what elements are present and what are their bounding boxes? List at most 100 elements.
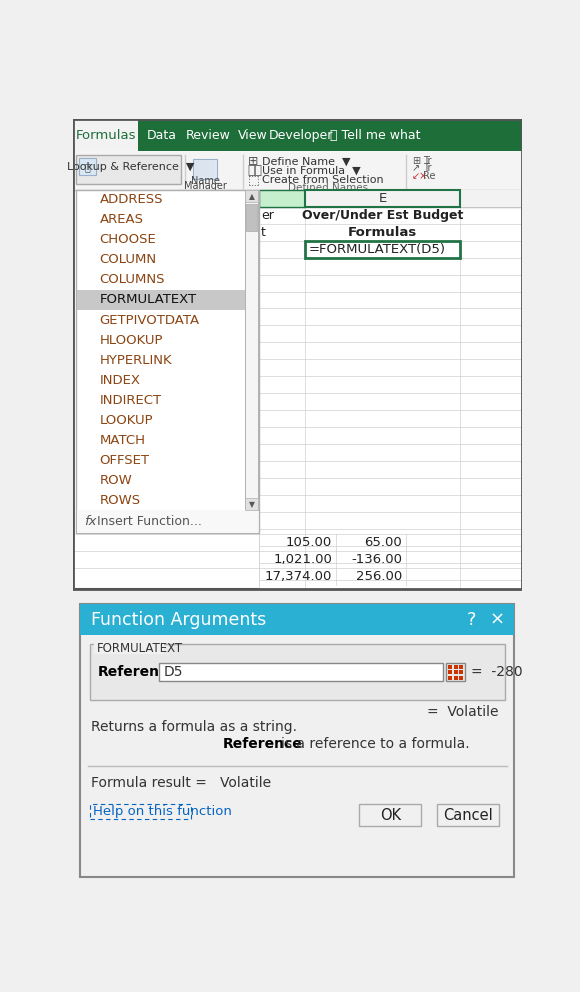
Text: ⬚: ⬚ bbox=[248, 174, 259, 186]
Text: Cancel: Cancel bbox=[443, 807, 492, 822]
Text: HYPERLINK: HYPERLINK bbox=[100, 353, 172, 367]
Text: Tr: Tr bbox=[423, 156, 432, 166]
Text: ROWS: ROWS bbox=[100, 494, 141, 507]
Text: Manager: Manager bbox=[184, 181, 226, 191]
Bar bbox=[245, 498, 258, 510]
Text: ↗: ↗ bbox=[412, 164, 420, 174]
Text: Use in Formula  ▼: Use in Formula ▼ bbox=[262, 166, 360, 176]
Bar bbox=[454, 665, 458, 669]
Bar bbox=[246, 203, 257, 231]
Text: Create from Selection: Create from Selection bbox=[262, 175, 383, 185]
Bar bbox=[77, 155, 181, 185]
Text: =FORMULATEXT(D5): =FORMULATEXT(D5) bbox=[309, 243, 446, 256]
Text: Insert Function...: Insert Function... bbox=[96, 515, 201, 529]
Text: -136.00: -136.00 bbox=[351, 553, 402, 566]
Bar bbox=[259, 189, 522, 588]
Bar bbox=[193, 159, 218, 180]
Bar bbox=[80, 604, 514, 635]
Text: ?: ? bbox=[467, 610, 476, 629]
Bar bbox=[305, 189, 460, 206]
Text: t: t bbox=[261, 226, 266, 239]
Text: Tr: Tr bbox=[423, 164, 432, 174]
Text: ×: × bbox=[490, 610, 505, 629]
Text: Developer: Developer bbox=[269, 129, 334, 142]
Bar bbox=[437, 805, 499, 826]
Text: E: E bbox=[378, 191, 387, 205]
Bar bbox=[72, 119, 522, 152]
Text: OFFSET: OFFSET bbox=[100, 453, 150, 466]
Text: ▲: ▲ bbox=[249, 191, 255, 200]
Text: 1,021.00: 1,021.00 bbox=[273, 553, 332, 566]
Text: LOOKUP: LOOKUP bbox=[100, 414, 153, 427]
Text: HLOOKUP: HLOOKUP bbox=[100, 333, 163, 346]
Bar bbox=[80, 604, 514, 878]
Text: Reference: Reference bbox=[97, 665, 177, 679]
Text: Lookup & Reference  ▼: Lookup & Reference ▼ bbox=[67, 162, 194, 172]
Bar bbox=[74, 119, 137, 152]
Text: COLUMN: COLUMN bbox=[100, 253, 157, 267]
Text: D5: D5 bbox=[164, 665, 183, 679]
Text: CHOOSE: CHOOSE bbox=[100, 233, 157, 246]
Text: =  -280: = -280 bbox=[471, 665, 523, 679]
Bar bbox=[72, 152, 522, 189]
Bar bbox=[459, 676, 463, 680]
Text: Define Name  ▼: Define Name ▼ bbox=[262, 157, 350, 167]
Text: Formulas: Formulas bbox=[348, 226, 417, 239]
Bar bbox=[459, 665, 463, 669]
Text: INDIRECT: INDIRECT bbox=[100, 394, 162, 407]
Text: 𝑓𝑥: 𝑓𝑥 bbox=[248, 164, 263, 178]
Bar bbox=[89, 644, 505, 699]
Text: fx: fx bbox=[84, 515, 97, 529]
Text: Defined Names: Defined Names bbox=[288, 184, 368, 193]
Text: er: er bbox=[261, 208, 274, 222]
Text: INDEX: INDEX bbox=[100, 374, 140, 387]
Bar bbox=[77, 510, 258, 534]
Text: ROW: ROW bbox=[100, 473, 132, 487]
Text: ADDRESS: ADDRESS bbox=[100, 193, 163, 206]
Text: AREAS: AREAS bbox=[100, 213, 144, 226]
Bar bbox=[188, 157, 235, 186]
Bar bbox=[72, 119, 522, 588]
Bar bbox=[448, 676, 452, 680]
Text: 17,374.00: 17,374.00 bbox=[264, 570, 332, 583]
Bar bbox=[245, 189, 258, 202]
Bar bbox=[77, 290, 258, 310]
Text: FORMULATEXT: FORMULATEXT bbox=[97, 642, 183, 656]
Text: 256.00: 256.00 bbox=[356, 570, 402, 583]
Bar bbox=[448, 665, 452, 669]
Bar bbox=[448, 671, 452, 675]
Text: Formulas: Formulas bbox=[75, 129, 136, 142]
Bar bbox=[446, 663, 465, 682]
Text: ▼: ▼ bbox=[249, 500, 255, 509]
Text: GETPIVOTDATA: GETPIVOTDATA bbox=[100, 313, 200, 326]
Text: OK: OK bbox=[380, 807, 401, 822]
Bar bbox=[94, 644, 164, 654]
Bar bbox=[79, 159, 96, 176]
Text: Help on this function: Help on this function bbox=[93, 805, 231, 817]
Text: =  Volatile: = Volatile bbox=[427, 705, 499, 719]
Text: ↙×: ↙× bbox=[412, 171, 428, 181]
Text: Data: Data bbox=[147, 129, 177, 142]
Bar bbox=[259, 189, 305, 206]
Text: ⊞: ⊞ bbox=[248, 155, 258, 168]
Bar bbox=[77, 189, 259, 534]
Text: MATCH: MATCH bbox=[100, 434, 146, 446]
Text: Returns a formula as a string.: Returns a formula as a string. bbox=[91, 720, 297, 734]
Text: ⊞: ⊞ bbox=[412, 156, 420, 166]
Text: Review: Review bbox=[186, 129, 231, 142]
Text: View: View bbox=[237, 129, 267, 142]
Text: FORMULATEXT: FORMULATEXT bbox=[100, 294, 197, 307]
Bar bbox=[72, 119, 522, 588]
Bar bbox=[259, 189, 522, 206]
Text: Name: Name bbox=[191, 177, 219, 186]
Text: is a reference to a formula.: is a reference to a formula. bbox=[281, 737, 470, 751]
Bar bbox=[305, 241, 460, 258]
Text: 65.00: 65.00 bbox=[364, 536, 402, 549]
Text: COLUMNS: COLUMNS bbox=[100, 274, 165, 287]
Text: Over/Under Est Budget: Over/Under Est Budget bbox=[302, 208, 463, 222]
Bar bbox=[454, 671, 458, 675]
Text: Formula result =   Volatile: Formula result = Volatile bbox=[91, 776, 271, 790]
Bar bbox=[245, 189, 258, 510]
Bar bbox=[460, 189, 522, 206]
Bar bbox=[454, 676, 458, 680]
